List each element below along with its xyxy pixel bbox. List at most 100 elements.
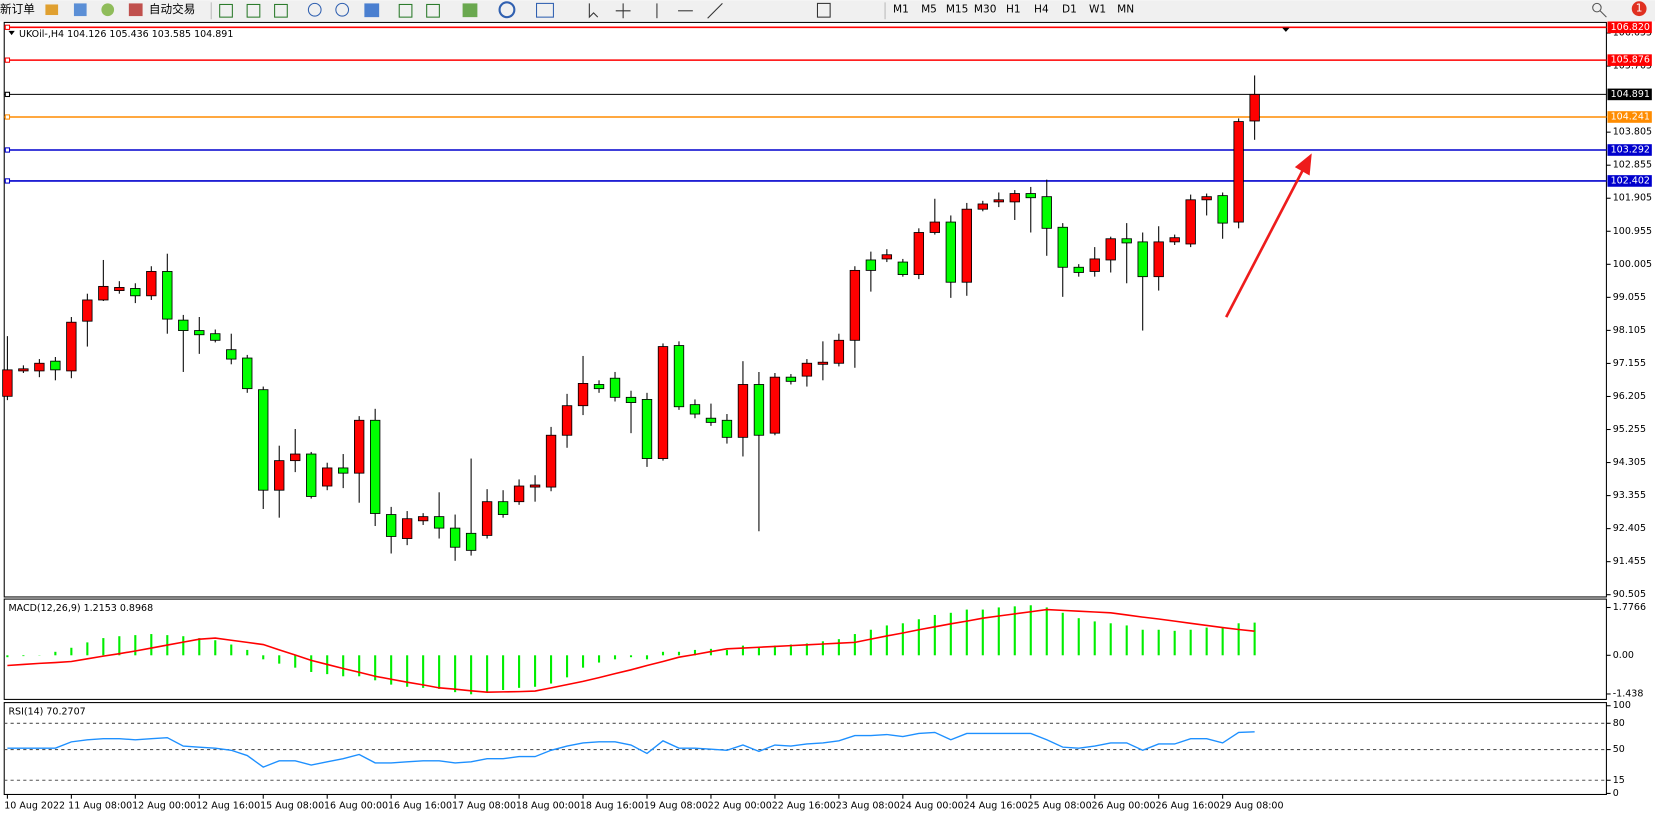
annotation-arrowhead <box>1294 153 1312 176</box>
candle-body <box>705 417 717 423</box>
rsi-title: RSI(14) 70.2707 <box>8 707 85 718</box>
menu-triangle <box>8 30 15 36</box>
candle-body <box>465 532 477 551</box>
y-tick-label: 100.005 <box>1613 259 1652 270</box>
level-marker <box>4 91 11 98</box>
candle-body <box>401 518 413 539</box>
candle-body <box>513 485 525 503</box>
y-tick-label: 98.105 <box>1613 325 1646 336</box>
candle-body <box>210 333 221 341</box>
candle-body <box>961 208 972 283</box>
timeframe-button[interactable]: M5 <box>921 4 937 16</box>
candle-body <box>34 362 45 372</box>
candle-body <box>625 396 637 403</box>
zoom-in[interactable] <box>307 2 322 17</box>
main-pane <box>3 21 1607 598</box>
candle-body <box>322 467 333 487</box>
candle-body <box>529 484 541 488</box>
macd-signal <box>7 608 1255 693</box>
candle-body <box>817 361 829 365</box>
icon[interactable] <box>73 3 87 17</box>
icon[interactable] <box>274 3 288 18</box>
y-tick-label: 101.905 <box>1613 193 1652 204</box>
candle-body <box>1169 237 1180 243</box>
candle-body <box>1233 121 1244 223</box>
candle-body <box>1185 199 1196 245</box>
icon[interactable] <box>128 3 143 17</box>
candle-body <box>721 419 733 438</box>
candle-body <box>1009 193 1020 203</box>
candle-body <box>769 376 781 434</box>
search-icon[interactable] <box>1599 10 1607 18</box>
candle-body <box>242 357 253 390</box>
x-tick-label: 26 Aug 16:00 <box>1156 801 1220 812</box>
candle-body <box>1025 193 1036 199</box>
level-label-box <box>1607 144 1652 156</box>
icon[interactable] <box>219 3 233 18</box>
y-tick-label: 93.355 <box>1613 490 1646 501</box>
auto-trading-button[interactable]: 自动交易 <box>149 2 195 16</box>
candle-body <box>977 203 988 210</box>
timeframe-button[interactable]: W1 <box>1089 4 1106 16</box>
trendline-tool[interactable] <box>707 3 723 19</box>
timeframe-button[interactable]: H1 <box>1006 4 1021 16</box>
zoom-out[interactable] <box>335 2 350 17</box>
y-tick-label: 102.855 <box>1613 160 1652 171</box>
candle-body <box>849 269 861 341</box>
timeframe-button[interactable]: M1 <box>893 4 909 16</box>
icon[interactable] <box>536 2 554 18</box>
candle-body <box>497 501 509 515</box>
candle-body <box>609 377 621 398</box>
icon[interactable] <box>426 3 440 18</box>
x-tick-label: 26 Aug 00:00 <box>1092 801 1156 812</box>
timeframe-button[interactable]: D1 <box>1062 4 1077 16</box>
candle-body <box>577 383 589 407</box>
x-tick-label: 17 Aug 08:00 <box>452 801 516 812</box>
notification-count: 1 <box>1636 3 1643 15</box>
timeframe-button[interactable]: MN <box>1117 4 1134 16</box>
icon[interactable] <box>462 3 478 18</box>
level-marker <box>4 178 11 184</box>
y-tick-label: 80 <box>1613 718 1625 729</box>
candle-body <box>226 349 237 360</box>
y-tick-label: 99.055 <box>1613 292 1646 303</box>
y-tick-label: 91.455 <box>1613 556 1646 567</box>
text-tool[interactable] <box>816 2 831 18</box>
candle-body <box>114 287 125 291</box>
level-label-box <box>1607 21 1652 34</box>
symbol: UKOil-,H4 <box>19 29 64 40</box>
toolbar <box>0 0 1655 22</box>
candle-body <box>354 419 365 474</box>
crosshair-tool[interactable] <box>615 3 631 19</box>
search-icon[interactable] <box>1592 2 1602 13</box>
level-label: 102.402 <box>1611 175 1650 186</box>
candle-body <box>657 346 669 459</box>
candle-body <box>929 221 941 233</box>
candle-body <box>1057 226 1068 268</box>
candle-body <box>258 389 269 491</box>
icon[interactable] <box>364 3 380 18</box>
y-tick-label: 100.955 <box>1613 226 1652 237</box>
candle-body <box>913 232 925 275</box>
cursor-tool[interactable] <box>588 3 599 19</box>
candle-body <box>1217 195 1228 224</box>
candle-body <box>881 254 893 260</box>
y-tick-label: 0 <box>1613 788 1619 799</box>
timeframe-button[interactable]: M15 <box>946 4 969 16</box>
timeframe-button[interactable]: M30 <box>974 4 997 16</box>
notification-badge[interactable] <box>1631 1 1647 17</box>
candle-body <box>274 460 285 491</box>
y-tick-label: 105.705 <box>1613 61 1652 72</box>
candle-body <box>178 319 189 331</box>
timeframe-button[interactable]: H4 <box>1034 4 1049 16</box>
icon[interactable] <box>101 3 115 17</box>
new-order-button[interactable]: 新订单 <box>0 2 35 16</box>
candle-body <box>785 376 797 382</box>
level-label: 104.891 <box>1611 89 1650 100</box>
icon[interactable] <box>398 3 413 18</box>
icon[interactable] <box>498 1 516 19</box>
candle-body <box>433 516 445 529</box>
icon[interactable] <box>45 4 59 16</box>
candle-body <box>897 261 909 275</box>
icon[interactable] <box>246 3 261 18</box>
